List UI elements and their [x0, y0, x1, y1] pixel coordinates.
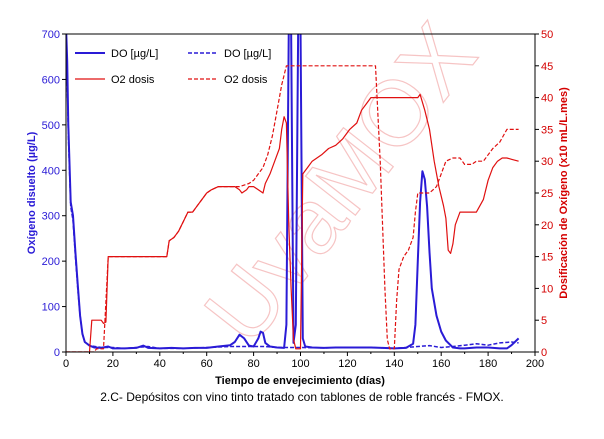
right-tick-label: 15: [541, 252, 553, 264]
right-tick-label: 25: [541, 188, 553, 200]
left-tick-label: 400: [42, 165, 60, 177]
right-tick-label: 0: [541, 347, 547, 359]
x-tick-label: 200: [526, 358, 544, 370]
right-tick-label: 30: [541, 156, 553, 168]
left-tick-label: 0: [54, 347, 60, 359]
left-tick-label: 600: [42, 74, 60, 86]
x-axis: 0 20 40 60 80 100 120 140 160 180 200: [63, 352, 544, 370]
series-line-dose-dashed: [66, 65, 519, 352]
x-tick-label: 0: [63, 358, 69, 370]
right-tick-label: 5: [541, 315, 547, 327]
x-tick-label: 40: [154, 358, 166, 370]
right-tick-label: 40: [541, 93, 553, 105]
left-tick-label: 200: [42, 256, 60, 268]
x-tick-label: 100: [291, 358, 309, 370]
x-tick-label: 20: [107, 358, 119, 370]
legend-label-do-solid: DO [µg/L]: [111, 48, 158, 60]
right-tick-label: 50: [541, 29, 553, 41]
left-tick-label: 500: [42, 120, 60, 132]
series-line-do-dashed: [66, 34, 519, 350]
legend-label-do-dashed: DO [µg/L]: [224, 48, 271, 60]
left-tick-label: 300: [42, 211, 60, 223]
x-axis-title: Tiempo de envejecimiento (días): [215, 375, 385, 387]
left-y-axis: 0 100 200 300 400 500 600 700: [42, 29, 66, 359]
x-tick-label: 180: [479, 358, 497, 370]
left-tick-label: 700: [42, 29, 60, 41]
legend: DO [µg/L] DO [µg/L] O2 dosis O2 dosis: [75, 48, 271, 86]
left-tick-label: 100: [42, 302, 60, 314]
plot-lines: [66, 34, 520, 352]
left-axis-title: Oxígeno disuelto (µg/L): [26, 131, 38, 254]
figure-caption: 2.C- Depósitos con vino tinto tratado co…: [100, 390, 504, 404]
x-tick-label: 120: [338, 358, 356, 370]
right-tick-label: 10: [541, 283, 553, 295]
x-tick-label: 140: [385, 358, 403, 370]
x-tick-label: 80: [247, 358, 259, 370]
right-tick-label: 45: [541, 61, 553, 73]
legend-label-dose-dashed: O2 dosis: [224, 74, 268, 86]
x-tick-label: 60: [201, 358, 213, 370]
x-tick-label: 160: [432, 358, 450, 370]
legend-label-dose-solid: O2 dosis: [111, 74, 155, 86]
right-axis-title: Dosificación de Oxígeno (x10 mL/L.mes): [558, 87, 570, 299]
right-y-axis: 0 5 10 15 20 25 30 35 40 45 50: [535, 29, 553, 359]
right-tick-label: 20: [541, 220, 553, 232]
right-tick-label: 35: [541, 124, 553, 136]
